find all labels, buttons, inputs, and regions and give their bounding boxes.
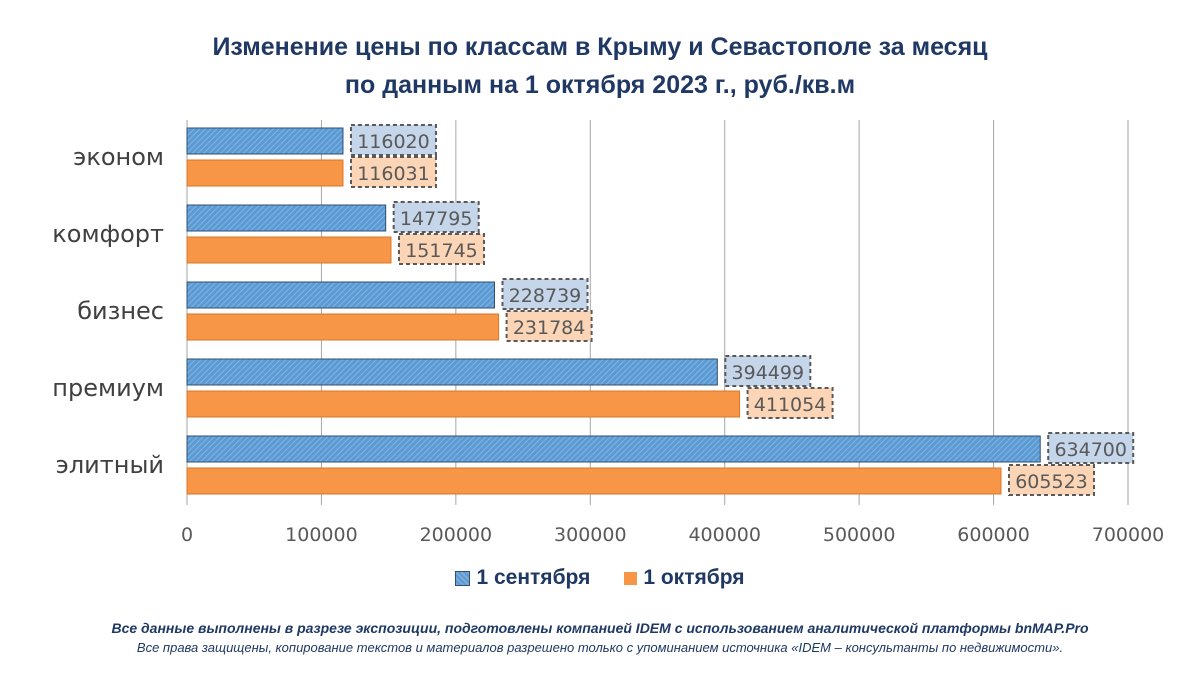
legend-label-series-1: 1 сентября <box>476 566 591 589</box>
bar-series-1 <box>186 204 387 232</box>
data-label: 147795 <box>400 208 473 230</box>
category-label: комфорт <box>52 220 164 248</box>
data-label-box <box>501 278 589 310</box>
x-tick-label: 400000 <box>688 524 761 546</box>
data-label-box <box>392 201 480 233</box>
x-tick-label: 700000 <box>1092 524 1165 546</box>
data-label: 231784 <box>513 317 586 339</box>
footer-copyright-note: Все права защищены, копирование текстов … <box>136 640 1064 655</box>
data-label-box <box>349 156 437 188</box>
data-labels: 116020 116031 147795 151745 228739 231784 3944… <box>349 124 1135 496</box>
legend-swatch-series-2 <box>624 571 638 585</box>
legend-label-series-2: 1 октября <box>643 566 745 589</box>
data-label-box <box>349 124 437 156</box>
legend-swatch-series-1 <box>455 570 471 586</box>
x-tick-label: 300000 <box>554 524 627 546</box>
x-tick-label: 200000 <box>420 524 493 546</box>
footer-source-note: Все данные выполнены в разрезе экспозици… <box>111 620 1089 636</box>
data-label-box <box>724 355 812 387</box>
x-tick-label: 100000 <box>285 524 358 546</box>
data-label-box <box>746 387 834 419</box>
data-label: 116031 <box>357 163 430 185</box>
bars <box>186 127 1041 495</box>
bar-series-2 <box>186 313 500 341</box>
data-label: 634700 <box>1054 439 1127 461</box>
bar-series-2 <box>186 467 1002 495</box>
data-label-box <box>1007 464 1095 496</box>
category-label: премиум <box>52 374 164 402</box>
legend-item-series-2: 1 октября <box>624 566 745 590</box>
data-label: 394499 <box>732 362 805 384</box>
bar-series-1 <box>186 435 1041 463</box>
category-label: элитный <box>56 451 164 479</box>
title-line-1: Изменение цены по классам в Крыму и Сева… <box>212 33 988 61</box>
bar-series-1 <box>186 127 344 155</box>
data-label: 116020 <box>357 131 430 153</box>
bar-series-2 <box>186 236 392 264</box>
legend-item-series-1: 1 сентября <box>455 566 590 590</box>
data-label: 228739 <box>509 285 582 307</box>
x-tick-label: 0 <box>181 524 193 546</box>
title-line-2: по данным на 1 октября 2023 г., руб./кв.… <box>344 71 856 99</box>
data-label: 411054 <box>754 394 827 416</box>
data-label-box <box>505 310 593 342</box>
bar-series-2 <box>186 159 344 187</box>
legend: 1 сентября 1 октября <box>0 566 1200 590</box>
data-label: 151745 <box>405 240 478 262</box>
data-label-box <box>397 233 485 265</box>
x-tick-labels: 0 100000 200000 300000 400000 500000 600000 700… <box>181 524 1164 546</box>
x-tick-label: 500000 <box>823 524 896 546</box>
bar-series-2 <box>186 390 741 418</box>
chart-title: Изменение цены по классам в Крыму и Сева… <box>0 28 1200 104</box>
bar-series-1 <box>186 358 718 386</box>
bar-series-1 <box>186 281 495 309</box>
footer: Все данные выполнены в разрезе экспозици… <box>0 618 1200 658</box>
category-labels: эконом комфорт бизнес премиум элитный <box>52 143 164 479</box>
category-label: бизнес <box>77 297 164 325</box>
category-label: эконом <box>73 143 164 171</box>
data-label: 605523 <box>1015 471 1088 493</box>
x-tick-label: 600000 <box>957 524 1030 546</box>
data-label-box <box>1047 432 1135 464</box>
